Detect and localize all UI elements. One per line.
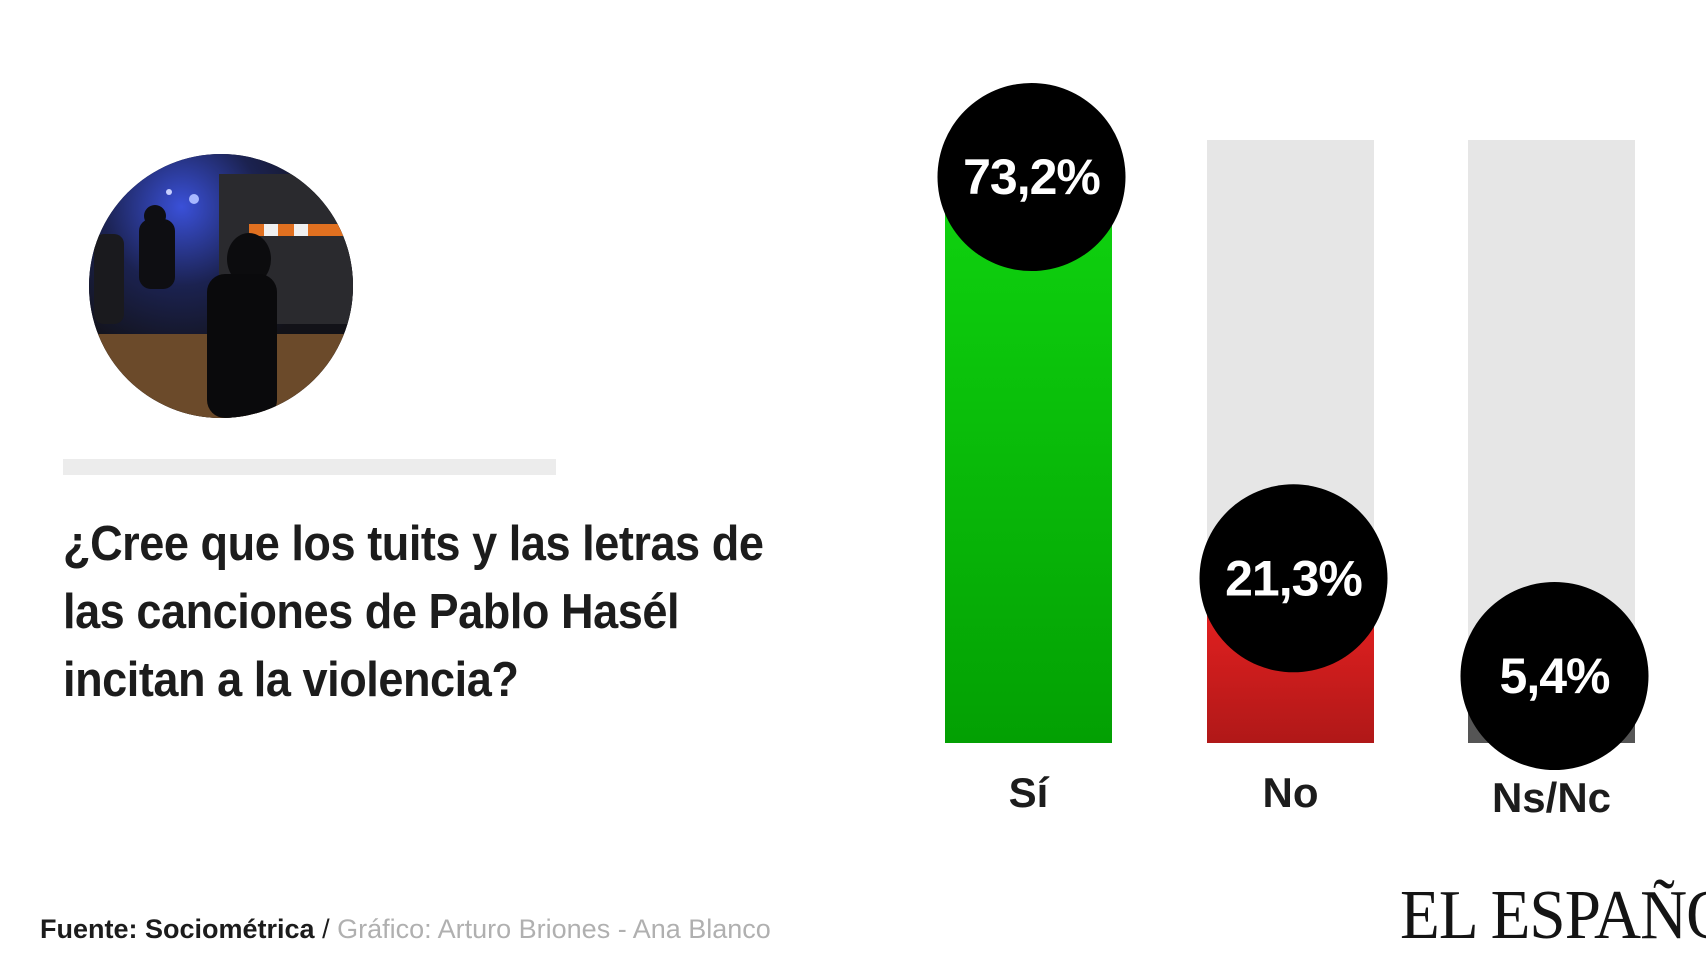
protest-photo [89,154,353,418]
survey-question: ¿Cree que los tuits y las letras de las … [63,510,799,714]
credits-separator: / [314,914,338,944]
category-label-ns-nc: Ns/Nc [1492,774,1611,821]
value-label-no: 21,3% [1225,550,1362,606]
category-label-s: Sí [1009,769,1050,816]
credits: Fuente: Sociométrica / Gráfico: Arturo B… [40,914,771,945]
value-label-s: 73,2% [963,149,1100,205]
question-line-1: ¿Cree que los tuits y las letras de [63,517,764,571]
divider [63,459,556,475]
bar-s [945,177,1112,743]
value-bubble-ns-nc [1460,582,1649,770]
value-bubble-no [1199,484,1388,673]
value-bubble-s [937,83,1126,271]
el-espanol-logo: EL ESPAÑOL [1400,877,1706,954]
question-line-3: incitan a la violencia? [63,653,519,707]
question-line-2: las canciones de Pablo Hasél [63,585,680,639]
category-label-no: No [1263,769,1319,816]
source-label: Fuente: Sociométrica [40,914,315,944]
value-label-ns-nc: 5,4% [1500,648,1611,704]
graphic-credit: Gráfico: Arturo Briones - Ana Blanco [337,914,771,944]
